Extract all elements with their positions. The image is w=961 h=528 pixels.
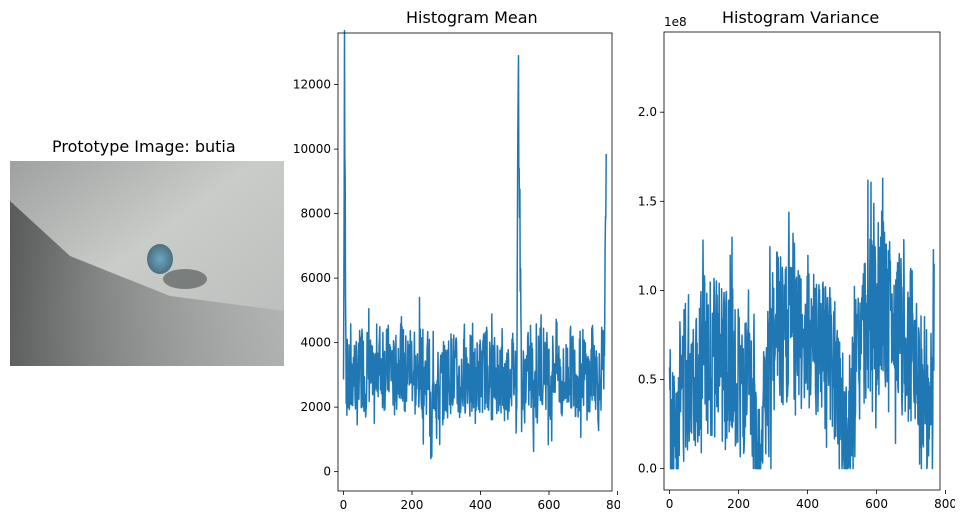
variance-chart-title: Histogram Variance <box>722 8 880 27</box>
mean-chart: 0200400600800020004000600080001000012000 <box>293 29 620 512</box>
series-line <box>342 29 607 460</box>
y-tick-label: 12000 <box>293 78 331 92</box>
x-tick-label: 0 <box>666 497 674 511</box>
y-tick-label: 0 <box>323 465 331 479</box>
y-tick-label: 2000 <box>300 400 331 414</box>
prototype-image-title: Prototype Image: butia <box>52 137 236 156</box>
variance-chart: 0 200 400 600 800 0.0 0.5 1.0 1.5 2.0 1e8 <box>638 15 955 511</box>
y-tick-label: 6000 <box>300 271 331 285</box>
y-tick-label: 10000 <box>293 142 331 156</box>
plot-frame <box>337 32 613 492</box>
x-tick-label: 600 <box>538 498 561 512</box>
x-tick-label: 0 <box>340 498 348 512</box>
y-tick-label: 1.5 <box>638 194 657 208</box>
x-tick-label: 400 <box>469 498 492 512</box>
prototype-image-graphic <box>10 161 284 366</box>
y-tick-label: 0.0 <box>638 462 657 476</box>
y-tick-label: 4000 <box>300 336 331 350</box>
x-tick-label: 800 <box>606 498 620 512</box>
series-line <box>668 177 935 470</box>
x-tick-label: 200 <box>727 497 750 511</box>
y-offset-label: 1e8 <box>664 15 687 29</box>
x-tick-label: 800 <box>934 497 955 511</box>
y-tick-label: 2.0 <box>638 105 657 119</box>
x-tick-label: 200 <box>401 498 424 512</box>
x-tick-label: 400 <box>796 497 819 511</box>
y-tick-label: 0.5 <box>638 373 657 387</box>
plot-frame <box>663 31 941 491</box>
mean-chart-title: Histogram Mean <box>406 8 538 27</box>
y-tick-label: 8000 <box>300 207 331 221</box>
x-tick-label: 600 <box>865 497 888 511</box>
y-tick-label: 1.0 <box>638 283 657 297</box>
prototype-image <box>10 161 284 366</box>
